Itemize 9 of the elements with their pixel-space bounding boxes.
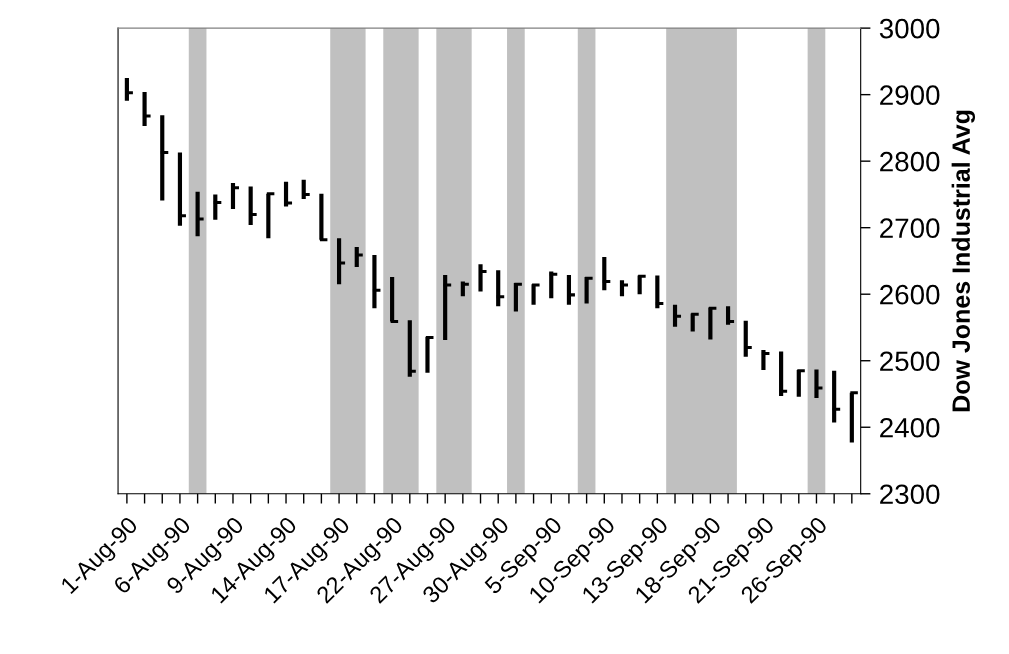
y-tick-label: 2700	[880, 218, 940, 239]
y-tick-label: 2400	[880, 417, 940, 438]
y-axis-title: Dow Jones Industrial Avg	[951, 110, 976, 412]
y-tick-label: 2800	[880, 151, 940, 172]
y-tick-label: 2500	[880, 351, 940, 372]
y-tick-label: 2600	[880, 284, 940, 305]
y-tick-label: 2300	[880, 484, 940, 505]
y-tick-label: 2900	[880, 85, 940, 105]
y-tick-label: 3000	[879, 18, 940, 39]
